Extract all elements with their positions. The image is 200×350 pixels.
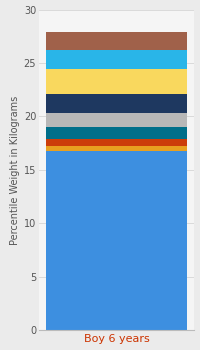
Bar	[46, 127, 187, 139]
Bar	[46, 69, 187, 94]
Bar	[46, 50, 187, 69]
Y-axis label: Percentile Weight in Kilograms: Percentile Weight in Kilograms	[10, 95, 20, 245]
Bar	[46, 139, 187, 146]
Bar	[46, 113, 187, 127]
Bar	[46, 94, 187, 113]
Bar	[46, 32, 187, 50]
Bar	[46, 146, 187, 150]
Bar	[46, 150, 187, 330]
